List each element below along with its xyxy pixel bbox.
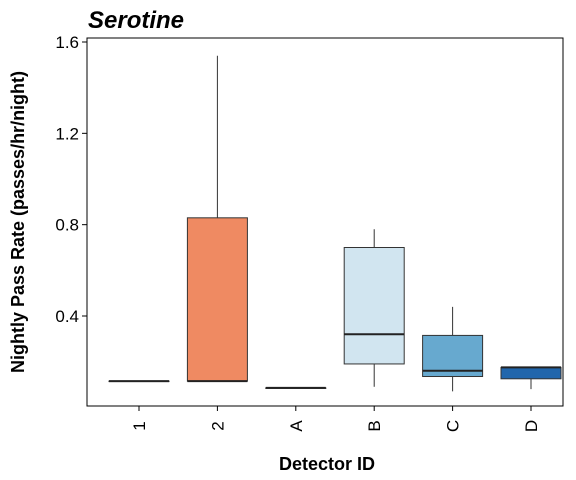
y-axis: 0.4 0.8 1.2 1.6 <box>55 33 87 326</box>
x-axis-label: Detector ID <box>279 454 375 474</box>
plot-frame <box>86 37 564 407</box>
y-tick-label: 0.8 <box>55 216 79 235</box>
x-tick-label: C <box>444 420 463 432</box>
y-axis-label: Nightly Pass Rate (passes/hr/night) <box>8 71 28 373</box>
boxes <box>108 55 562 392</box>
y-tick-label: 1.6 <box>55 33 79 52</box>
chart-title: Serotine <box>88 7 184 34</box>
box-body <box>500 366 562 380</box>
box-1 <box>108 380 170 383</box>
box-body <box>343 247 405 365</box>
box-2 <box>186 55 248 383</box>
box-D <box>500 366 562 390</box>
x-tick-label: B <box>365 420 384 431</box>
x-tick-label: D <box>522 420 541 432</box>
box-C <box>422 306 484 392</box>
y-tick-label: 1.2 <box>55 124 79 143</box>
x-tick-label: 1 <box>130 421 149 430</box>
box-B <box>343 229 405 387</box>
x-tick-label: A <box>287 420 306 432</box>
box-body <box>422 334 484 378</box>
box-A <box>265 386 327 389</box>
y-tick-label: 0.4 <box>55 307 79 326</box>
x-tick-label: 2 <box>208 421 227 430</box>
box-body <box>186 217 248 382</box>
x-axis: 1 2 A B C D <box>130 406 541 432</box>
